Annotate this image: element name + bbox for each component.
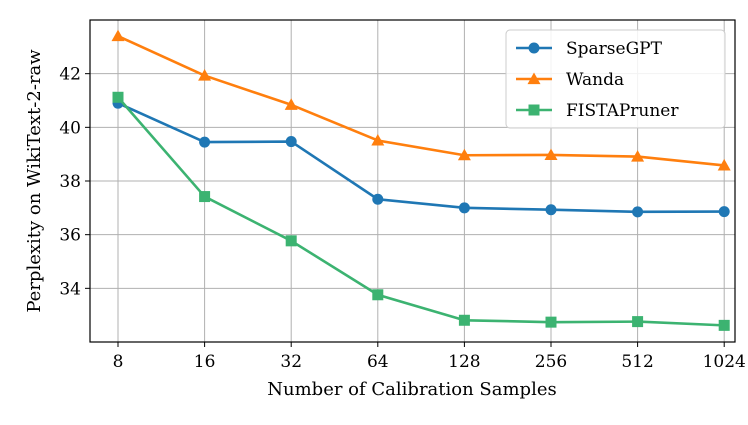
sparsegpt-point — [458, 202, 470, 214]
y-tick-label: 34 — [59, 279, 81, 299]
wanda-point — [631, 150, 645, 162]
wanda-point — [371, 133, 385, 146]
x-tick-label: 1024 — [703, 352, 746, 372]
x-tick-label: 512 — [621, 352, 653, 372]
series-layer — [111, 29, 731, 331]
wanda-point — [717, 158, 731, 171]
x-tick-label: 256 — [535, 352, 567, 372]
sparsegpt-point — [372, 193, 384, 205]
legend-marker — [528, 42, 540, 54]
legend-label: Wanda — [566, 70, 624, 90]
y-tick-label: 38 — [59, 172, 81, 192]
x-tick-label: 16 — [194, 352, 216, 372]
wanda-point — [457, 148, 471, 161]
legend-items: SparseGPT Wanda FISTAPruner — [516, 39, 679, 121]
fistapruner-point — [112, 91, 124, 103]
x-tick-label: 32 — [280, 352, 302, 372]
sparsegpt-point — [285, 136, 297, 148]
fistapruner-point — [199, 191, 211, 203]
wanda-point — [544, 148, 558, 161]
y-axis-label: Perplexity on WikiText-2-raw — [24, 49, 45, 313]
sparsegpt-line — [116, 101, 726, 214]
fistapruner-point — [372, 289, 384, 301]
legend-label: FISTAPruner — [566, 101, 679, 121]
fistapruner-point — [458, 314, 470, 326]
sparsegpt-point — [632, 206, 644, 218]
wanda-point — [111, 29, 125, 42]
y-tick-label: 40 — [59, 118, 81, 138]
series-wanda — [111, 29, 731, 171]
legend-label: SparseGPT — [566, 39, 663, 59]
x-tick-label: 8 — [113, 352, 124, 372]
legend-box — [505, 29, 726, 129]
fistapruner-point — [545, 316, 557, 328]
legend-item-wanda: Wanda — [516, 70, 624, 90]
fistapruner-point — [285, 235, 297, 247]
legend: SparseGPT Wanda FISTAPruner — [505, 29, 726, 129]
fistapruner-line — [116, 95, 726, 327]
fistapruner-point — [718, 319, 730, 331]
sparsegpt-point — [545, 204, 557, 216]
x-tick-label: 64 — [367, 352, 389, 372]
sparsegpt-point — [718, 206, 730, 218]
x-tick-label: 128 — [448, 352, 480, 372]
y-tick-label: 36 — [59, 226, 81, 246]
series-sparsegpt — [112, 97, 730, 218]
legend-item-fistapruner: FISTAPruner — [516, 101, 679, 121]
wanda-line — [116, 34, 726, 167]
legend-item-sparsegpt: SparseGPT — [516, 39, 663, 59]
legend-marker — [527, 72, 541, 85]
ticks: 8 16 32 64 128 256 512 1024 34 36 38 40 42 — [59, 65, 745, 372]
y-tick-label: 42 — [59, 65, 81, 85]
wanda-point — [198, 69, 212, 81]
series-fistapruner — [112, 91, 730, 331]
wanda-point — [284, 98, 298, 110]
x-axis-label: Number of Calibration Samples — [267, 379, 556, 400]
legend-marker — [528, 104, 540, 116]
sparsegpt-point — [199, 136, 211, 148]
fistapruner-point — [632, 316, 644, 328]
